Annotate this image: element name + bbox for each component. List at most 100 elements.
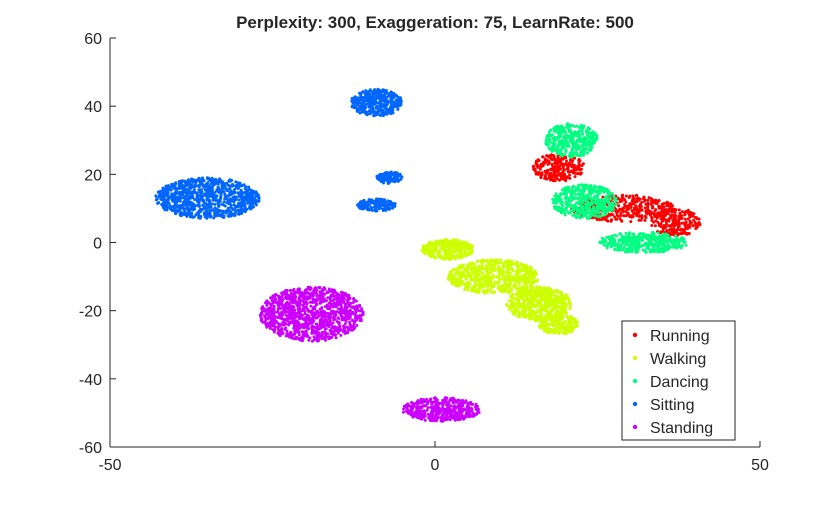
point-walking	[545, 314, 549, 318]
point-walking	[423, 252, 427, 256]
point-walking	[542, 298, 546, 302]
point-dancing	[565, 193, 568, 197]
point-dancing	[658, 243, 662, 247]
point-dancing	[575, 201, 578, 205]
point-walking	[517, 282, 521, 286]
point-sitting	[209, 205, 213, 209]
point-sitting	[162, 206, 166, 210]
point-walking	[432, 245, 436, 249]
point-dancing	[666, 233, 670, 237]
series-walking	[420, 237, 579, 336]
point-running	[543, 174, 547, 178]
point-walking	[534, 292, 538, 296]
point-dancing	[576, 196, 580, 200]
point-walking	[437, 240, 441, 244]
point-dancing	[585, 151, 589, 155]
point-walking	[521, 298, 525, 302]
point-sitting	[223, 196, 227, 200]
point-walking	[527, 313, 531, 317]
series-sitting	[154, 87, 404, 220]
point-running	[544, 177, 548, 181]
point-running	[633, 200, 637, 204]
point-walking	[433, 256, 437, 260]
point-walking	[541, 287, 545, 290]
point-running	[650, 224, 654, 227]
point-walking	[529, 274, 533, 278]
point-walking	[478, 273, 481, 277]
point-sitting	[201, 176, 205, 180]
point-walking	[513, 262, 516, 266]
point-walking	[467, 262, 471, 266]
point-walking	[526, 280, 530, 284]
point-sitting	[180, 204, 184, 207]
point-dancing	[666, 243, 670, 247]
point-running	[555, 177, 559, 181]
point-walking	[574, 324, 578, 328]
point-walking	[552, 297, 556, 300]
point-dancing	[646, 246, 650, 250]
point-dancing	[683, 240, 687, 244]
point-dancing	[605, 187, 609, 191]
point-sitting	[187, 186, 191, 190]
point-sitting	[192, 215, 196, 219]
point-walking	[513, 301, 517, 305]
point-dancing	[615, 234, 618, 238]
point-walking	[486, 284, 490, 288]
point-walking	[432, 249, 436, 253]
point-running	[555, 162, 559, 166]
point-running	[558, 167, 562, 171]
point-walking	[486, 288, 489, 292]
point-walking	[536, 303, 540, 307]
point-walking	[510, 279, 514, 283]
point-walking	[454, 242, 458, 246]
point-dancing	[606, 210, 610, 214]
point-dancing	[566, 122, 569, 126]
point-sitting	[162, 196, 166, 199]
point-running	[550, 163, 554, 166]
point-walking	[549, 287, 552, 291]
point-sitting	[217, 179, 221, 183]
point-dancing	[674, 234, 677, 238]
point-dancing	[589, 192, 593, 196]
point-walking	[532, 278, 536, 282]
point-walking	[500, 277, 504, 281]
point-sitting	[238, 194, 242, 198]
point-walking	[511, 275, 515, 279]
point-dancing	[588, 196, 592, 200]
point-running	[637, 218, 641, 222]
point-walking	[539, 307, 543, 311]
point-sitting	[206, 177, 210, 181]
point-running	[658, 223, 662, 227]
point-dancing	[559, 127, 562, 131]
point-walking	[507, 299, 511, 303]
point-walking	[509, 263, 513, 267]
point-running	[648, 213, 652, 217]
point-running	[631, 194, 635, 198]
point-walking	[528, 298, 532, 302]
point-dancing	[664, 248, 668, 252]
point-walking	[562, 332, 566, 336]
point-walking	[567, 299, 571, 303]
point-dancing	[628, 237, 632, 241]
point-walking	[447, 255, 450, 259]
point-sitting	[184, 194, 188, 197]
point-running	[630, 209, 634, 212]
point-dancing	[602, 206, 606, 210]
point-dancing	[628, 250, 632, 253]
point-dancing	[620, 235, 624, 239]
point-sitting	[357, 101, 361, 105]
point-sitting	[369, 109, 373, 112]
point-sitting	[222, 182, 226, 185]
point-walking	[522, 305, 526, 309]
point-sitting	[385, 101, 389, 105]
point-dancing	[583, 195, 587, 199]
point-running	[535, 172, 539, 176]
point-walking	[452, 267, 455, 271]
point-sitting	[387, 92, 391, 96]
point-walking	[454, 254, 458, 258]
point-running	[549, 173, 553, 177]
point-dancing	[584, 214, 588, 218]
point-walking	[460, 255, 464, 259]
point-sitting	[359, 95, 363, 99]
point-running	[549, 168, 552, 171]
